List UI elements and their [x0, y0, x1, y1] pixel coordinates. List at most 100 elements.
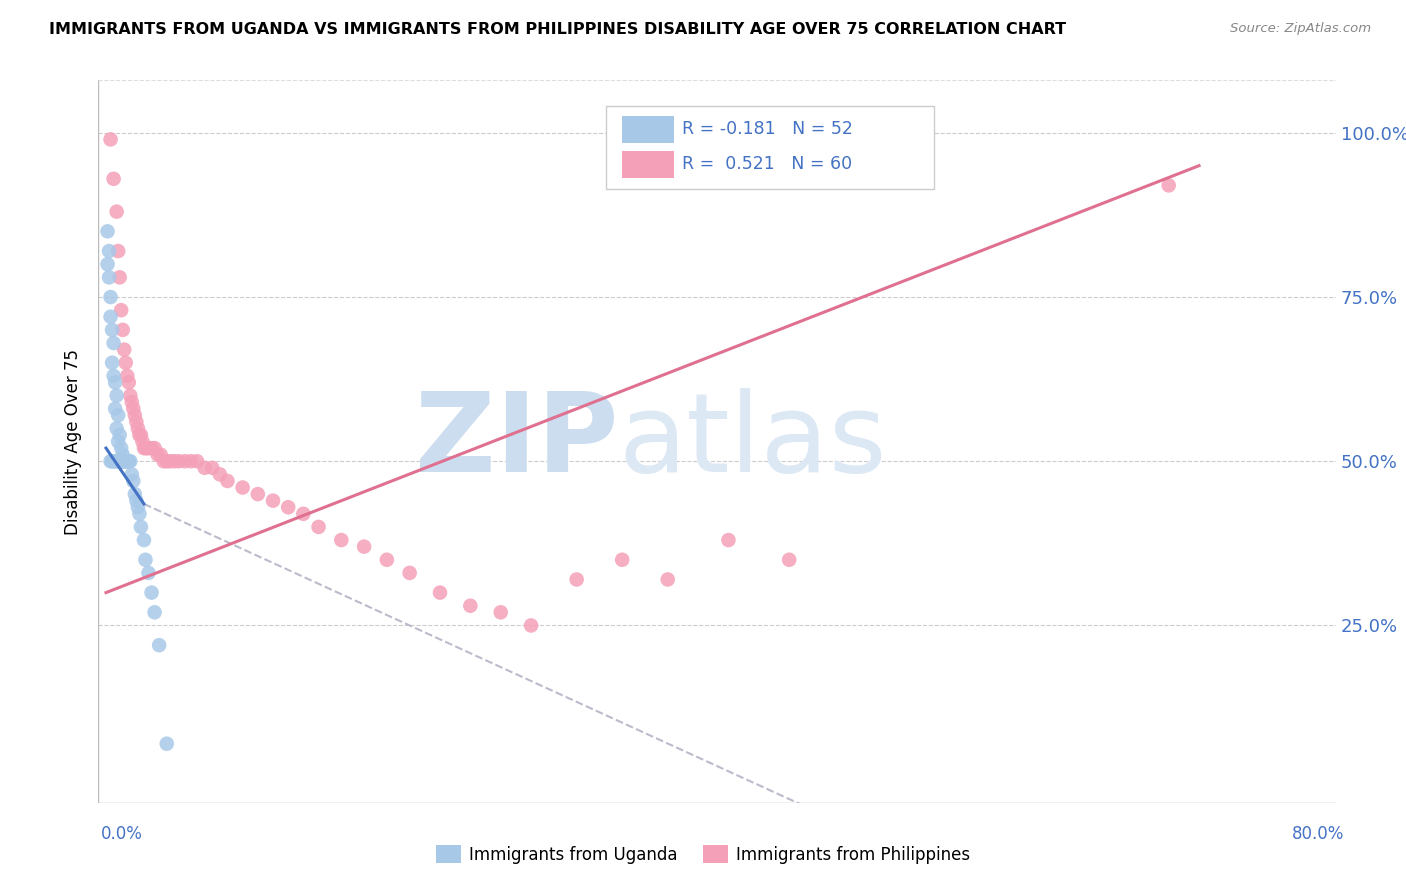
Point [117, 368, 139, 383]
Point [114, 356, 136, 370]
Point [96, 224, 118, 238]
Point [398, 566, 420, 580]
Point [111, 448, 134, 462]
Point [112, 454, 135, 468]
Point [100, 132, 122, 146]
Text: IMMIGRANTS FROM UGANDA VS IMMIGRANTS FROM PHILIPPINES DISABILITY AGE OVER 75 COR: IMMIGRANTS FROM UGANDA VS IMMIGRANTS FRO… [49, 22, 1066, 37]
Point [107, 244, 129, 258]
Point [103, 368, 125, 383]
Point [108, 454, 131, 468]
Point [122, 401, 145, 416]
Point [110, 454, 132, 468]
Point [657, 573, 679, 587]
Point [124, 487, 146, 501]
Point [100, 310, 122, 324]
FancyBboxPatch shape [606, 105, 934, 189]
Point [159, 454, 181, 468]
Point [246, 487, 269, 501]
Point [108, 428, 131, 442]
Point [105, 454, 128, 468]
Point [131, 434, 153, 449]
Point [103, 454, 125, 468]
FancyBboxPatch shape [621, 116, 673, 143]
Point [132, 441, 155, 455]
Point [110, 441, 132, 455]
Point [127, 500, 149, 515]
Point [105, 421, 128, 435]
Point [174, 454, 197, 468]
Y-axis label: Disability Age Over 75: Disability Age Over 75 [65, 349, 83, 534]
Point [277, 500, 299, 515]
Text: atlas: atlas [619, 388, 887, 495]
Point [120, 388, 142, 402]
Point [107, 454, 129, 468]
Point [105, 204, 128, 219]
Point [127, 421, 149, 435]
Point [520, 618, 543, 632]
Point [101, 454, 124, 468]
Point [108, 270, 131, 285]
Legend: Immigrants from Uganda, Immigrants from Philippines: Immigrants from Uganda, Immigrants from … [429, 838, 977, 871]
Point [565, 573, 588, 587]
Point [201, 460, 224, 475]
Point [148, 638, 170, 652]
Point [98, 244, 121, 258]
Point [121, 395, 143, 409]
Point [292, 507, 315, 521]
Point [107, 409, 129, 423]
Text: Source: ZipAtlas.com: Source: ZipAtlas.com [1230, 22, 1371, 36]
Point [156, 737, 179, 751]
Point [134, 441, 156, 455]
Point [375, 553, 398, 567]
Point [232, 481, 254, 495]
Point [124, 409, 146, 423]
Point [330, 533, 353, 547]
Point [110, 303, 132, 318]
Point [104, 454, 127, 468]
Point [612, 553, 634, 567]
Point [167, 454, 190, 468]
Point [101, 323, 124, 337]
Point [136, 441, 159, 455]
Point [114, 454, 136, 468]
Point [460, 599, 482, 613]
Point [118, 376, 141, 390]
Point [112, 343, 135, 357]
Point [149, 448, 172, 462]
Point [778, 553, 800, 567]
Text: 0.0%: 0.0% [101, 825, 143, 843]
Point [163, 454, 186, 468]
Point [118, 454, 141, 468]
Point [117, 454, 139, 468]
Text: R =  0.521   N = 60: R = 0.521 N = 60 [682, 155, 852, 173]
Point [103, 336, 125, 351]
Point [104, 376, 127, 390]
Point [141, 585, 163, 599]
Point [217, 474, 239, 488]
Point [129, 520, 152, 534]
Point [110, 454, 132, 468]
Point [186, 454, 208, 468]
Point [138, 441, 160, 455]
Point [489, 605, 512, 619]
Point [111, 323, 134, 337]
Point [143, 441, 166, 455]
Point [128, 428, 150, 442]
Point [308, 520, 330, 534]
Point [208, 467, 231, 482]
Point [114, 454, 136, 468]
Point [1157, 178, 1180, 193]
Point [118, 454, 141, 468]
Point [101, 356, 124, 370]
Point [429, 585, 451, 599]
Point [146, 448, 169, 462]
Point [125, 415, 148, 429]
Point [100, 454, 122, 468]
FancyBboxPatch shape [621, 151, 673, 178]
Point [111, 454, 134, 468]
Point [98, 270, 121, 285]
Point [120, 454, 142, 468]
Point [105, 388, 128, 402]
Point [180, 454, 202, 468]
Point [117, 454, 139, 468]
